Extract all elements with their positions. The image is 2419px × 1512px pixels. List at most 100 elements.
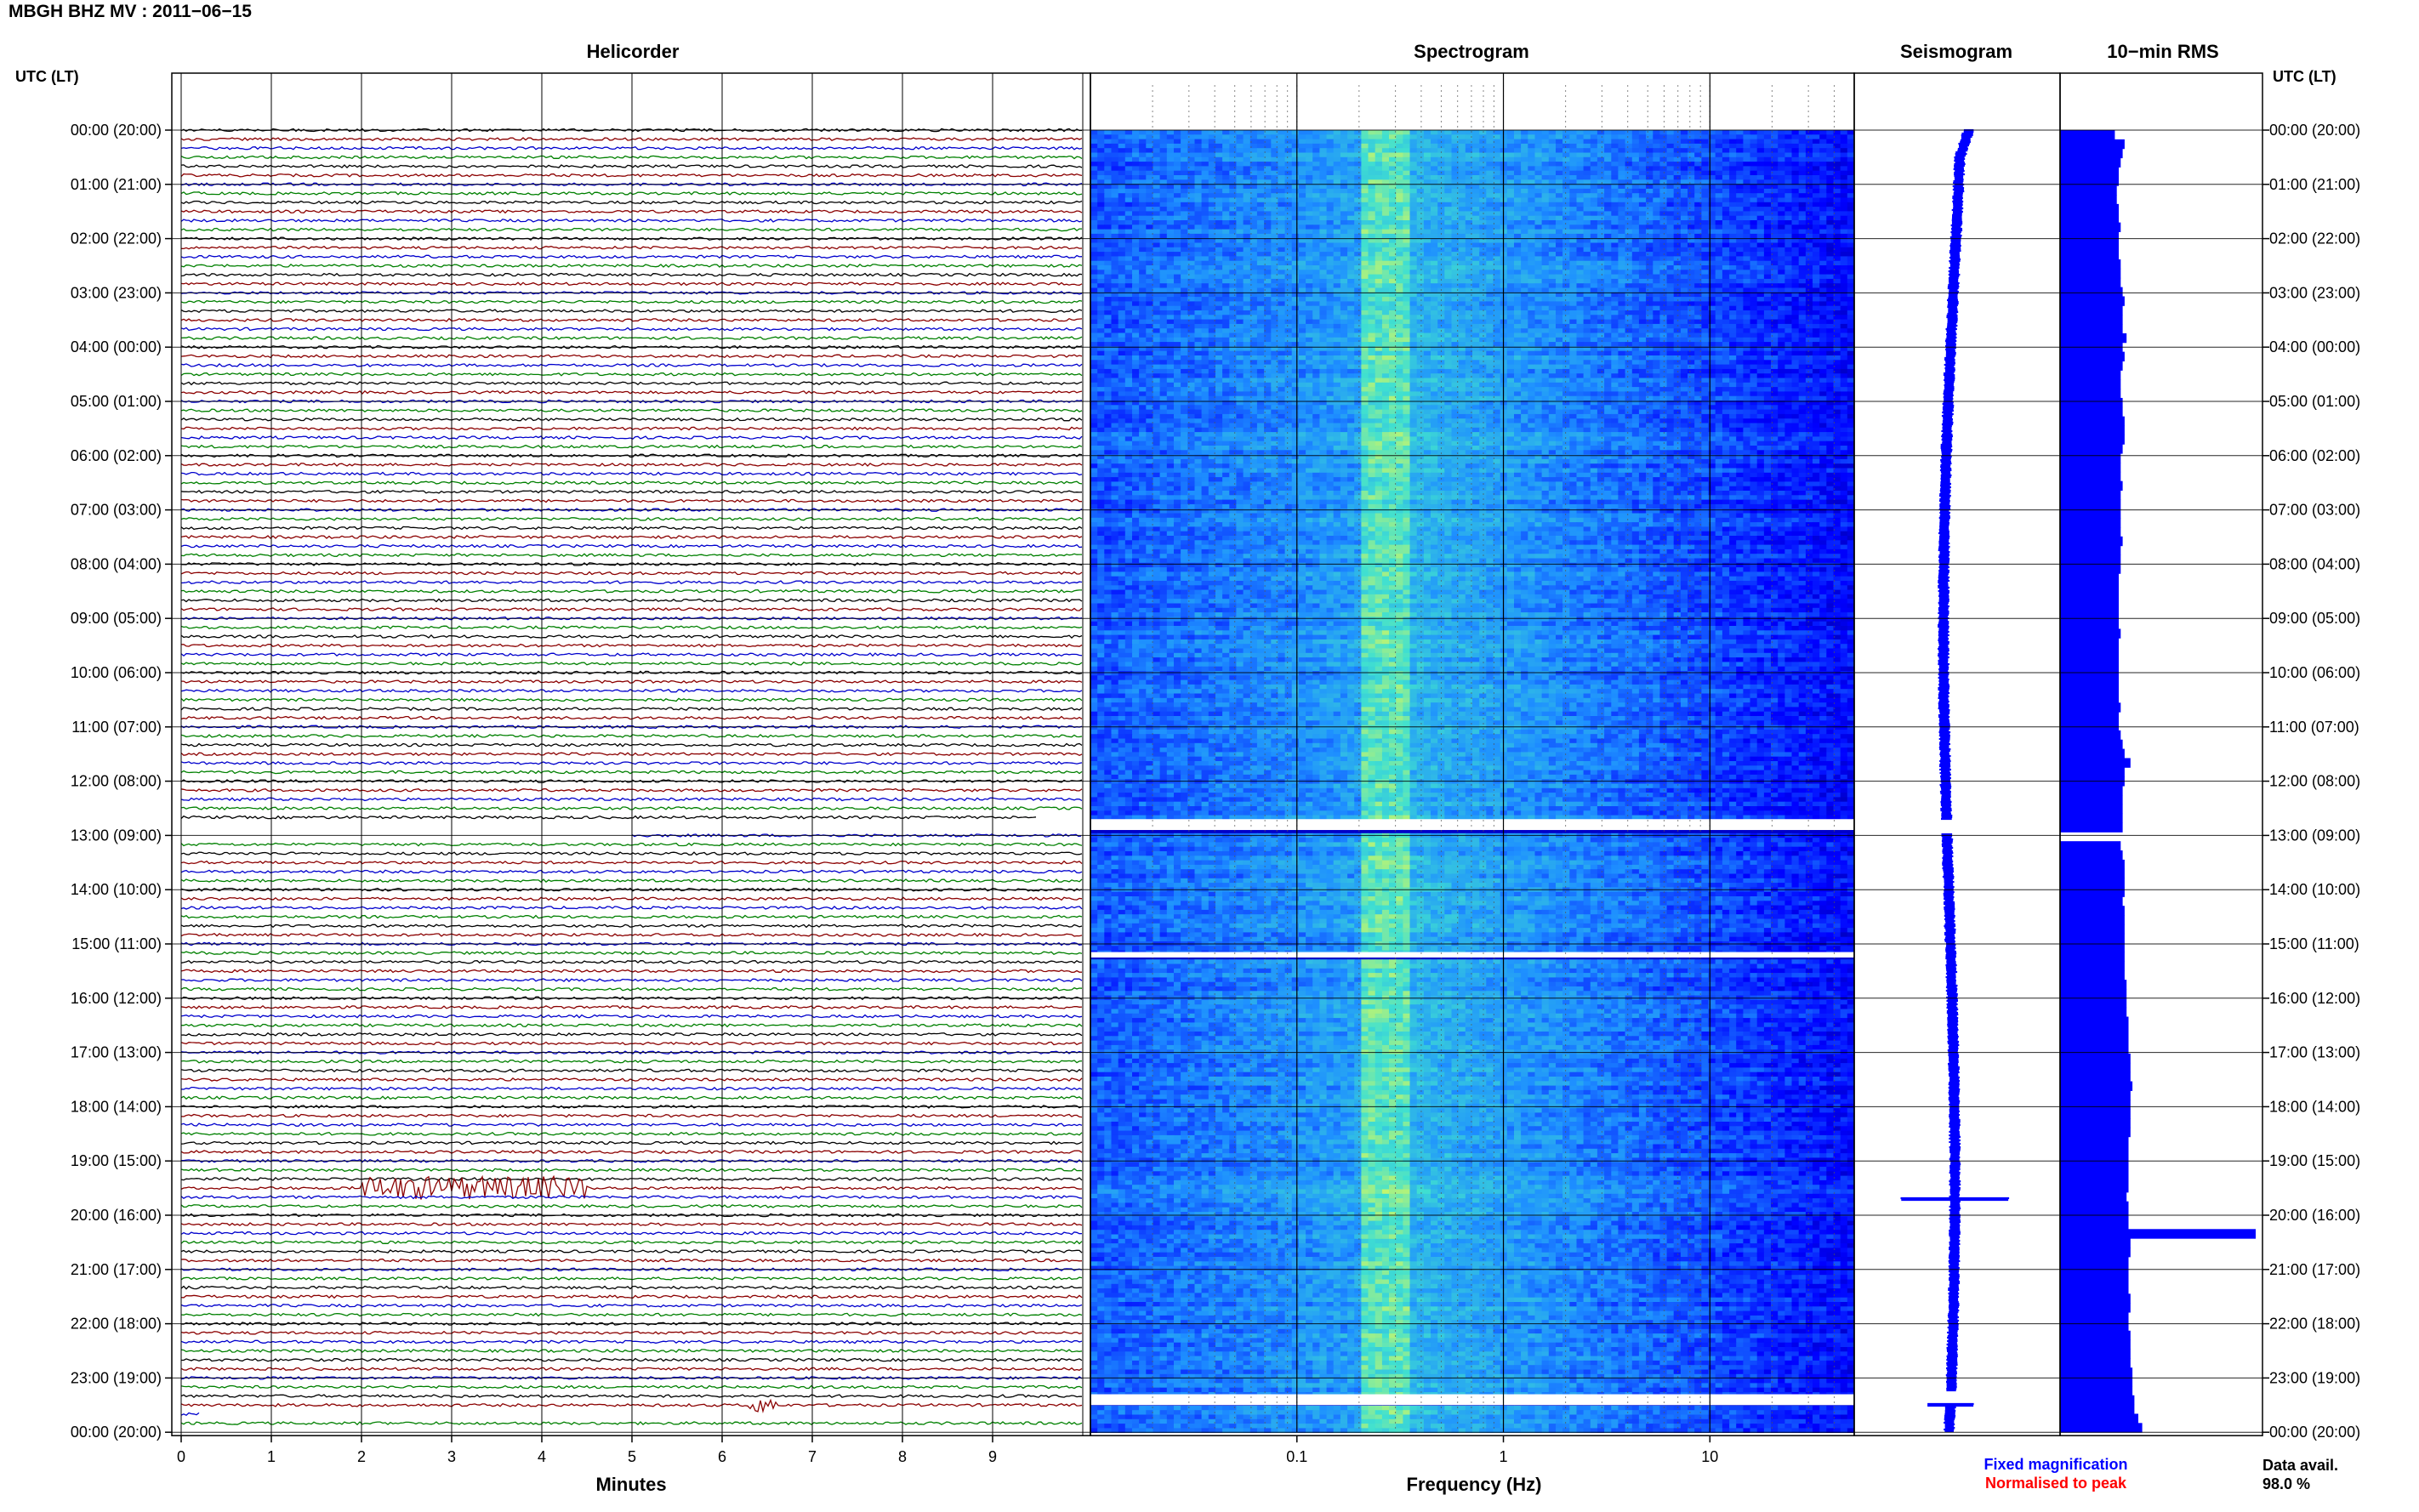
rms-bar [2060,638,2119,647]
rms-bar [2060,1082,2132,1091]
time-label-left: 00:00 (20:00) [71,122,162,139]
time-label-left: 17:00 (13:00) [71,1044,162,1061]
rms-bar [2060,915,2125,924]
data-availability-label: Data avail. [2262,1457,2338,1475]
time-label-left: 05:00 (01:00) [71,393,162,410]
time-label-right: 19:00 (15:00) [2269,1152,2360,1169]
rms-bar [2060,583,2119,592]
rms-bar [2060,1128,2131,1137]
rms-bar [2060,620,2119,629]
rms-bar [2060,296,2125,305]
rms-bar [2060,628,2120,638]
rms-bar [2060,1017,2129,1026]
rms-bar [2060,860,2125,869]
rms-bar [2060,185,2117,195]
time-label-left: 21:00 (17:00) [71,1261,162,1278]
rms-bar [2060,463,2120,472]
time-label-left: 00:00 (20:00) [71,1424,162,1441]
rms-bar [2060,998,2126,1008]
rms-bar [2060,878,2125,888]
rms-bar [2060,573,2119,583]
minutes-axis-label: Minutes [595,1474,666,1496]
time-label-left: 14:00 (10:00) [71,881,162,898]
time-label-right: 03:00 (23:00) [2269,284,2360,301]
rms-bar [2060,1072,2131,1082]
time-label-right: 11:00 (07:00) [2269,719,2359,736]
rms-bar [2060,389,2120,398]
rms-bar [2060,1219,2129,1229]
rms-bar [2060,924,2125,934]
rms-bar [2060,1395,2134,1405]
minute-tick-label: 4 [538,1448,546,1465]
rms-bar [2060,195,2117,204]
rms-bar [2060,1386,2132,1395]
rms-bar [2060,426,2125,435]
rms-bar [2060,1155,2129,1164]
minute-tick-label: 2 [357,1448,366,1465]
rms-bar [2060,1026,2129,1035]
rms-bar [2060,850,2123,860]
time-label-left: 06:00 (02:00) [71,447,162,464]
helicorder-trace [181,816,1036,819]
rms-bar [2060,1063,2131,1072]
minute-tick-label: 0 [177,1448,185,1465]
frequency-tick-label: 0.1 [1286,1448,1307,1465]
time-label-right: 06:00 (02:00) [2269,447,2360,464]
rms-bar [2060,822,2123,832]
rms-bar [2060,647,2119,657]
rms-bar [2060,1090,2131,1100]
rms-bar [2060,906,2125,915]
minute-tick-label: 5 [628,1448,636,1465]
rms-bar [2060,740,2123,749]
legend-fixed-magnification: Fixed magnification [1984,1456,2127,1474]
rms-bar [2060,786,2123,795]
rms-bar [2060,361,2123,370]
time-label-left: 02:00 (22:00) [71,230,162,247]
frequency-tick-label: 10 [1701,1448,1718,1465]
time-label-right: 00:00 (20:00) [2269,122,2360,139]
time-label-right: 07:00 (03:00) [2269,502,2360,519]
rms-bar [2060,666,2119,675]
time-label-left: 19:00 (15:00) [71,1152,162,1169]
rms-bar [2060,804,2123,814]
time-label-left: 09:00 (05:00) [71,610,162,627]
rms-bar [2060,1238,2131,1248]
rms-bar [2060,980,2126,989]
rms-bar [2060,1257,2129,1266]
rms-bar [2060,352,2125,361]
rms-bar [2060,379,2120,389]
rms-bar [2060,1423,2143,1432]
rms-bar [2060,241,2119,250]
rms-bar [2060,1340,2131,1350]
time-label-right: 10:00 (06:00) [2269,664,2360,681]
rms-bar [2060,287,2123,297]
rms-bar [2060,1229,2256,1238]
helicorder-trace [181,1413,199,1415]
time-label-right: 08:00 (04:00) [2269,555,2360,572]
rms-bar [2060,1054,2131,1063]
rms-bar [2060,712,2119,721]
minute-tick-label: 9 [988,1448,997,1465]
time-label-right: 20:00 (16:00) [2269,1207,2360,1224]
time-label-left: 10:00 (06:00) [71,664,162,681]
rms-bar [2060,814,2123,823]
spectrogram-gap [1090,952,1854,958]
seismogram-panel [1901,130,2010,1431]
rms-bar [2060,269,2120,278]
rms-bar [2060,749,2125,759]
rms-bar [2060,435,2125,444]
rms-bar [2060,1035,2129,1044]
rms-bar [2060,1192,2126,1202]
time-label-left: 20:00 (16:00) [71,1207,162,1224]
rms-bar [2060,767,2125,776]
rms-bar [2060,685,2119,694]
minute-tick-label: 7 [808,1448,817,1465]
rms-bar [2060,1202,2129,1211]
rms-bar [2060,1183,2129,1192]
rms-bar [2060,1276,2129,1285]
rms-bar [2060,989,2126,998]
time-label-right: 16:00 (12:00) [2269,990,2360,1007]
rms-bar [2060,167,2119,176]
rms-bar [2060,499,2120,509]
rms-bar [2060,223,2120,232]
